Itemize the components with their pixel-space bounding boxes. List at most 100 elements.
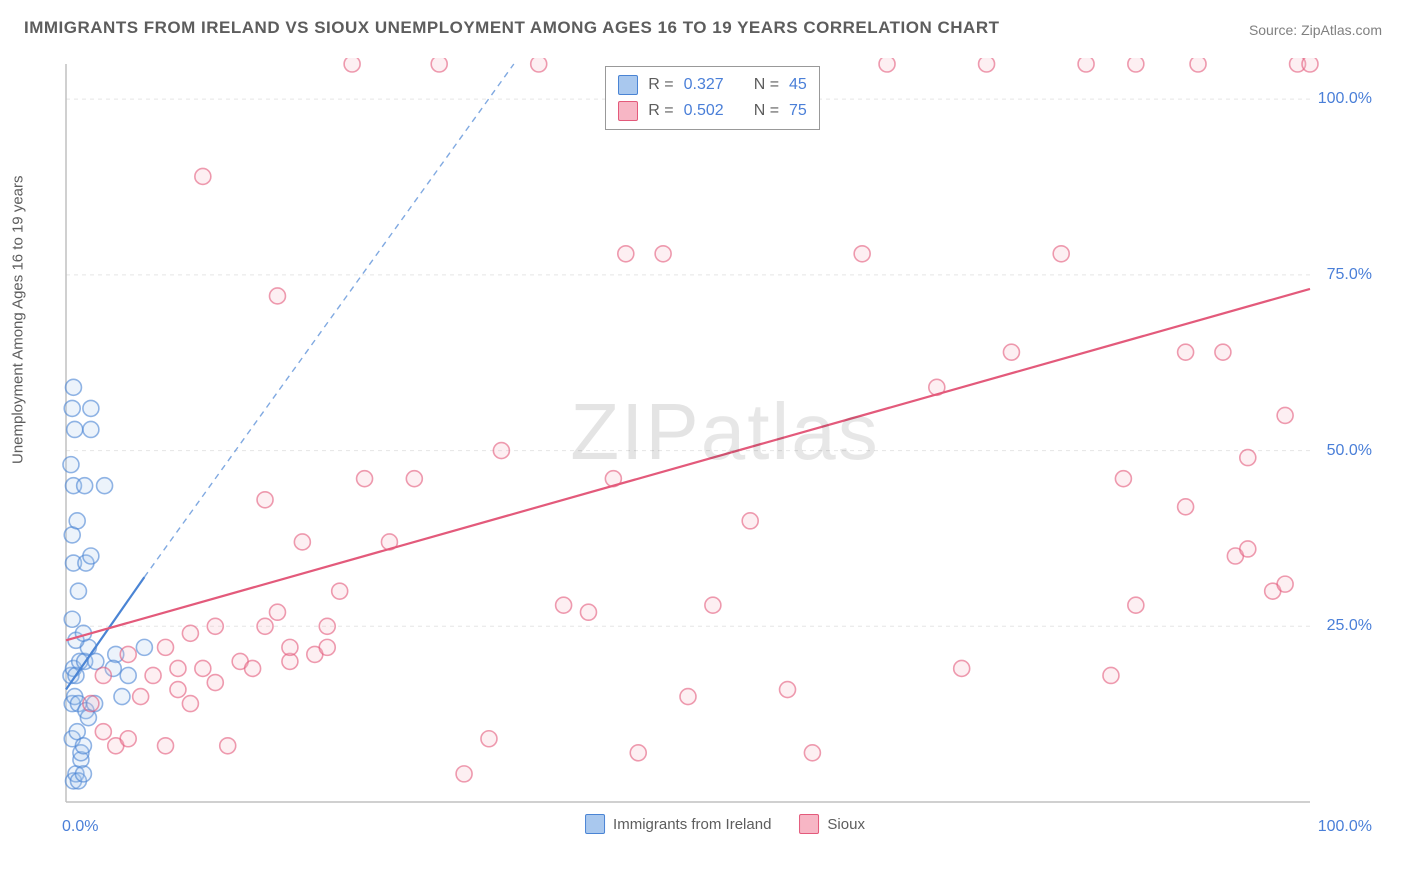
data-point (1240, 541, 1256, 557)
r-value: 0.327 (684, 76, 724, 94)
data-point (70, 583, 86, 599)
y-axis-label: Unemployment Among Ages 16 to 19 years (10, 175, 27, 464)
data-point (1053, 246, 1069, 262)
data-point (854, 246, 870, 262)
data-point (456, 766, 472, 782)
legend-swatch (585, 814, 605, 834)
scatter-plot: R = 0.327 N = 45 R = 0.502 N = 75 ZIPatl… (60, 58, 1390, 838)
data-point (114, 689, 130, 705)
legend-label: Sioux (827, 816, 865, 833)
n-label: N = (754, 102, 779, 120)
data-point (158, 639, 174, 655)
data-point (742, 513, 758, 529)
data-point (64, 400, 80, 416)
data-point (120, 731, 136, 747)
data-point (64, 611, 80, 627)
data-point (67, 421, 83, 437)
data-point (357, 471, 373, 487)
data-point (269, 604, 285, 620)
data-point (580, 604, 596, 620)
data-point (493, 443, 509, 459)
data-point (83, 548, 99, 564)
data-point (75, 738, 91, 754)
data-point (182, 625, 198, 641)
data-point (1103, 667, 1119, 683)
legend-label: Immigrants from Ireland (613, 816, 771, 833)
trend-line (66, 289, 1310, 640)
legend-swatch (618, 101, 638, 121)
data-point (69, 513, 85, 529)
data-point (1277, 576, 1293, 592)
data-point (63, 457, 79, 473)
legend-item: Sioux (799, 814, 865, 834)
legend-stat-row: R = 0.327 N = 45 (618, 75, 807, 95)
data-point (120, 667, 136, 683)
data-point (75, 766, 91, 782)
data-point (158, 738, 174, 754)
data-point (1178, 499, 1194, 515)
y-axis-tick: 75.0% (1327, 266, 1372, 284)
data-point (344, 58, 360, 72)
n-value: 45 (789, 76, 807, 94)
data-point (1128, 58, 1144, 72)
data-point (954, 660, 970, 676)
data-point (319, 639, 335, 655)
data-point (1240, 450, 1256, 466)
data-point (1128, 597, 1144, 613)
data-point (195, 168, 211, 184)
legend-item: Immigrants from Ireland (585, 814, 771, 834)
data-point (220, 738, 236, 754)
data-point (481, 731, 497, 747)
trend-line-extension (144, 64, 513, 577)
data-point (269, 288, 285, 304)
data-point (207, 618, 223, 634)
correlation-legend-box: R = 0.327 N = 45 R = 0.502 N = 75 (605, 66, 820, 130)
data-point (245, 660, 261, 676)
data-point (630, 745, 646, 761)
data-point (207, 675, 223, 691)
data-point (531, 58, 547, 72)
chart-svg (60, 58, 1390, 838)
x-axis-tick-max: 100.0% (1318, 818, 1372, 836)
data-point (1078, 58, 1094, 72)
data-point (1215, 344, 1231, 360)
n-label: N = (754, 76, 779, 94)
data-point (556, 597, 572, 613)
data-point (83, 696, 99, 712)
legend-swatch (799, 814, 819, 834)
data-point (170, 660, 186, 676)
x-axis-tick-min: 0.0% (62, 818, 98, 836)
data-point (182, 696, 198, 712)
data-point (655, 246, 671, 262)
data-point (804, 745, 820, 761)
r-label: R = (648, 76, 673, 94)
data-point (145, 667, 161, 683)
data-point (95, 667, 111, 683)
data-point (705, 597, 721, 613)
data-point (1003, 344, 1019, 360)
y-axis-tick: 25.0% (1327, 617, 1372, 635)
chart-title: IMMIGRANTS FROM IRELAND VS SIOUX UNEMPLO… (24, 18, 999, 38)
data-point (406, 471, 422, 487)
data-point (133, 689, 149, 705)
n-value: 75 (789, 102, 807, 120)
data-point (1115, 471, 1131, 487)
series-legend: Immigrants from Ireland Sioux (585, 814, 865, 834)
y-axis-tick: 100.0% (1318, 90, 1372, 108)
data-point (680, 689, 696, 705)
data-point (618, 246, 634, 262)
legend-swatch (618, 75, 638, 95)
legend-stat-row: R = 0.502 N = 75 (618, 101, 807, 121)
data-point (120, 646, 136, 662)
data-point (1302, 58, 1318, 72)
data-point (1190, 58, 1206, 72)
data-point (1277, 407, 1293, 423)
data-point (1178, 344, 1194, 360)
data-point (257, 492, 273, 508)
data-point (319, 618, 335, 634)
data-point (332, 583, 348, 599)
data-point (282, 639, 298, 655)
source-attribution: Source: ZipAtlas.com (1249, 22, 1382, 38)
data-point (979, 58, 995, 72)
r-label: R = (648, 102, 673, 120)
